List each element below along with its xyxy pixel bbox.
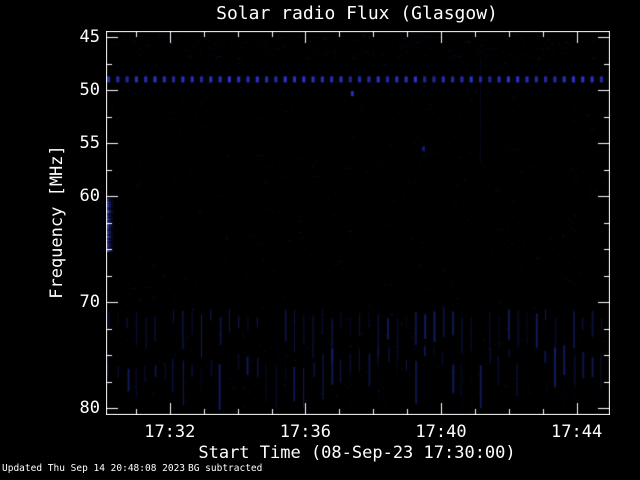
y-tick-label: 70 — [79, 292, 100, 312]
spectrogram-canvas — [106, 31, 610, 415]
y-tick-label: 60 — [79, 186, 100, 206]
y-tick-label: 45 — [79, 27, 100, 47]
y-tick-label: 55 — [79, 133, 100, 153]
y-tick-label: 50 — [79, 80, 100, 100]
bg-subtracted-note: BG subtracted — [188, 463, 263, 474]
x-tick-label: 17:44 — [551, 422, 603, 442]
x-axis-title: Start Time (08-Sep-23 17:30:00) — [198, 443, 516, 463]
y-tick-label: 80 — [79, 398, 100, 418]
x-tick-label: 17:32 — [144, 422, 196, 442]
updated-timestamp: Updated Thu Sep 14 20:48:08 2023 — [2, 463, 186, 474]
x-tick-label: 17:40 — [415, 422, 467, 442]
y-tick-labels: 45 50 55 60 70 80 — [0, 0, 100, 480]
footer: Updated Thu Sep 14 20:48:08 2023 BG subt… — [0, 463, 640, 477]
x-tick-label: 17:36 — [279, 422, 331, 442]
chart-title: Solar radio Flux (Glasgow) — [216, 3, 498, 24]
plot-area — [106, 31, 610, 415]
